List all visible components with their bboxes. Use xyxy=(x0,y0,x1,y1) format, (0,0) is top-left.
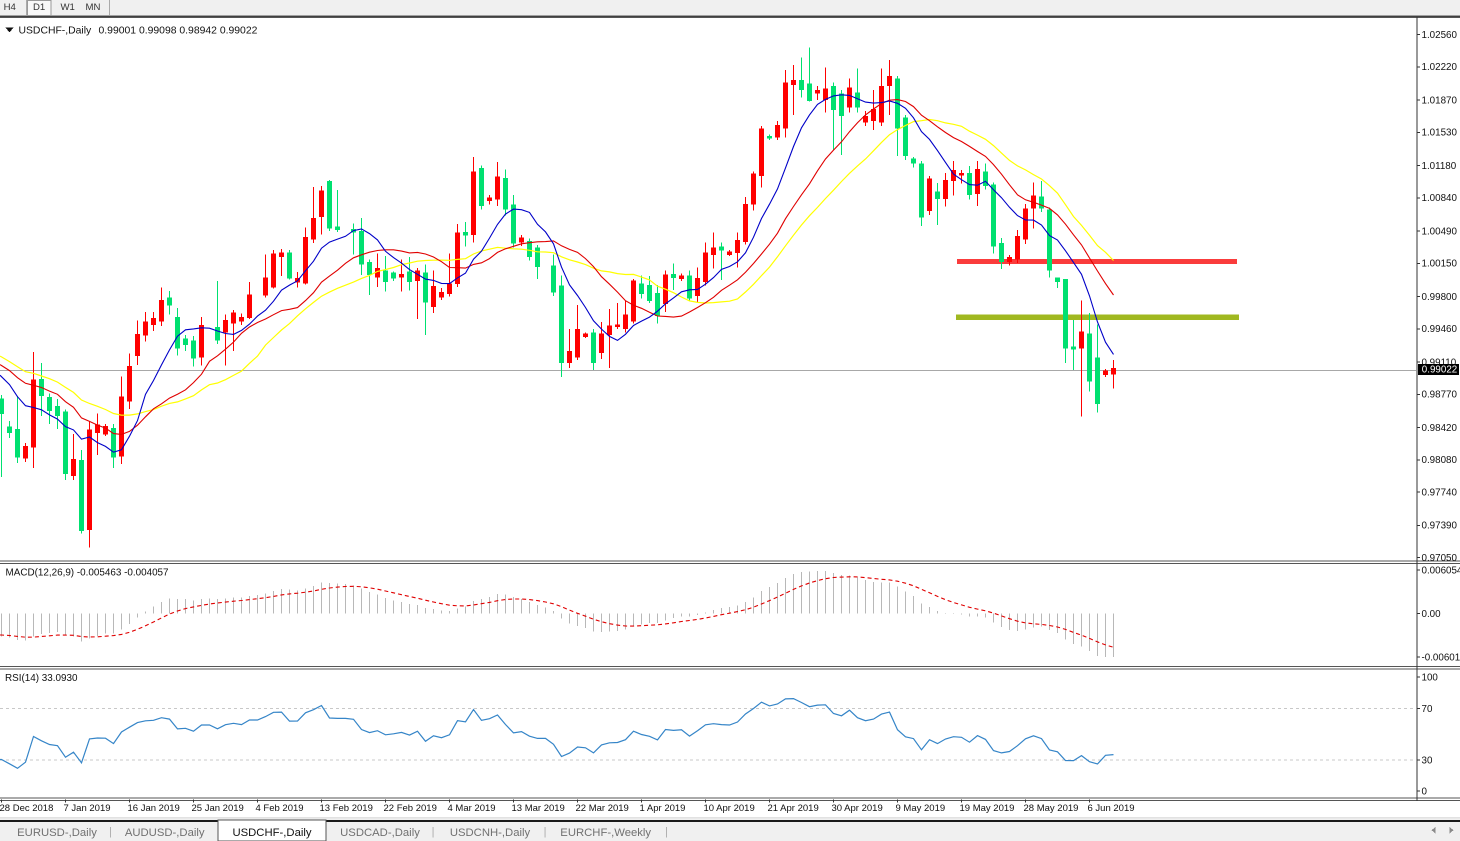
svg-text:EURCHF-,Weekly: EURCHF-,Weekly xyxy=(560,827,651,839)
svg-text:13 Feb 2019: 13 Feb 2019 xyxy=(320,803,373,814)
svg-text:1.02220: 1.02220 xyxy=(1422,62,1458,73)
svg-text:1.02560: 1.02560 xyxy=(1422,30,1458,41)
svg-text:MACD(12,26,9) -0.005463 -0.004: MACD(12,26,9) -0.005463 -0.004057 xyxy=(6,568,169,579)
svg-text:USDCNH-,Daily: USDCNH-,Daily xyxy=(450,827,531,839)
svg-text:0.98770: 0.98770 xyxy=(1422,390,1458,401)
svg-text:25 Jan 2019: 25 Jan 2019 xyxy=(192,803,244,814)
svg-text:1.00490: 1.00490 xyxy=(1422,226,1458,237)
svg-text:|: | xyxy=(109,826,112,838)
svg-text:|: | xyxy=(432,826,435,838)
svg-text:H4: H4 xyxy=(4,2,17,13)
svg-text:0.97050: 0.97050 xyxy=(1422,553,1458,564)
svg-text:0.99800: 0.99800 xyxy=(1422,292,1458,303)
svg-text:16 Jan 2019: 16 Jan 2019 xyxy=(128,803,180,814)
svg-text:6 Jun 2019: 6 Jun 2019 xyxy=(1088,803,1135,814)
svg-text:7 Jan 2019: 7 Jan 2019 xyxy=(64,803,111,814)
svg-text:1.01870: 1.01870 xyxy=(1422,95,1458,106)
svg-text:22 Feb 2019: 22 Feb 2019 xyxy=(384,803,437,814)
svg-text:AUDUSD-,Daily: AUDUSD-,Daily xyxy=(125,827,205,839)
svg-text:4 Mar 2019: 4 Mar 2019 xyxy=(448,803,496,814)
svg-text:10 Apr 2019: 10 Apr 2019 xyxy=(704,803,755,814)
svg-text:13 Mar 2019: 13 Mar 2019 xyxy=(512,803,565,814)
svg-text:0.99110: 0.99110 xyxy=(1422,357,1457,368)
svg-text:0.00: 0.00 xyxy=(1422,609,1442,620)
svg-text:W1: W1 xyxy=(61,2,75,13)
svg-text:70: 70 xyxy=(1422,704,1433,715)
svg-text:28 May 2019: 28 May 2019 xyxy=(1024,803,1079,814)
svg-text:USDCHF-,Daily: USDCHF-,Daily xyxy=(19,26,93,37)
svg-text:|: | xyxy=(665,826,668,838)
svg-text:30 Apr 2019: 30 Apr 2019 xyxy=(832,803,883,814)
svg-text:0.98420: 0.98420 xyxy=(1422,423,1458,434)
svg-text:19 May 2019: 19 May 2019 xyxy=(960,803,1015,814)
svg-text:0: 0 xyxy=(1422,786,1428,797)
svg-text:0.97740: 0.97740 xyxy=(1422,488,1458,499)
svg-text:0.99460: 0.99460 xyxy=(1422,324,1458,335)
svg-text:1.00840: 1.00840 xyxy=(1422,193,1458,204)
svg-text:28 Dec 2018: 28 Dec 2018 xyxy=(0,803,53,814)
svg-text:USDCAD-,Daily: USDCAD-,Daily xyxy=(340,827,420,839)
svg-text:1 Apr 2019: 1 Apr 2019 xyxy=(640,803,686,814)
svg-text:|: | xyxy=(544,826,547,838)
svg-text:0.006054: 0.006054 xyxy=(1422,565,1460,576)
svg-text:USDCHF-,Daily: USDCHF-,Daily xyxy=(232,827,311,839)
svg-text:21 Apr 2019: 21 Apr 2019 xyxy=(768,803,819,814)
svg-text:0.99022: 0.99022 xyxy=(1422,365,1457,376)
svg-text:1.00150: 1.00150 xyxy=(1422,259,1458,270)
svg-text:D1: D1 xyxy=(33,2,45,13)
svg-text:EURUSD-,Daily: EURUSD-,Daily xyxy=(17,827,97,839)
svg-text:4 Feb 2019: 4 Feb 2019 xyxy=(256,803,304,814)
svg-text:MN: MN xyxy=(86,2,101,13)
svg-text:9 May 2019: 9 May 2019 xyxy=(896,803,946,814)
svg-text:0.99001 0.99098 0.98942 0.9902: 0.99001 0.99098 0.98942 0.99022 xyxy=(99,26,258,37)
svg-text:0.98080: 0.98080 xyxy=(1422,455,1458,466)
svg-text:0.97390: 0.97390 xyxy=(1422,521,1458,532)
svg-text:22 Mar 2019: 22 Mar 2019 xyxy=(576,803,629,814)
svg-text:100: 100 xyxy=(1422,672,1439,683)
svg-text:1.01530: 1.01530 xyxy=(1422,128,1458,139)
svg-text:1.01180: 1.01180 xyxy=(1422,161,1457,172)
svg-text:RSI(14) 33.0930: RSI(14) 33.0930 xyxy=(5,673,78,684)
svg-text:30: 30 xyxy=(1422,755,1433,766)
